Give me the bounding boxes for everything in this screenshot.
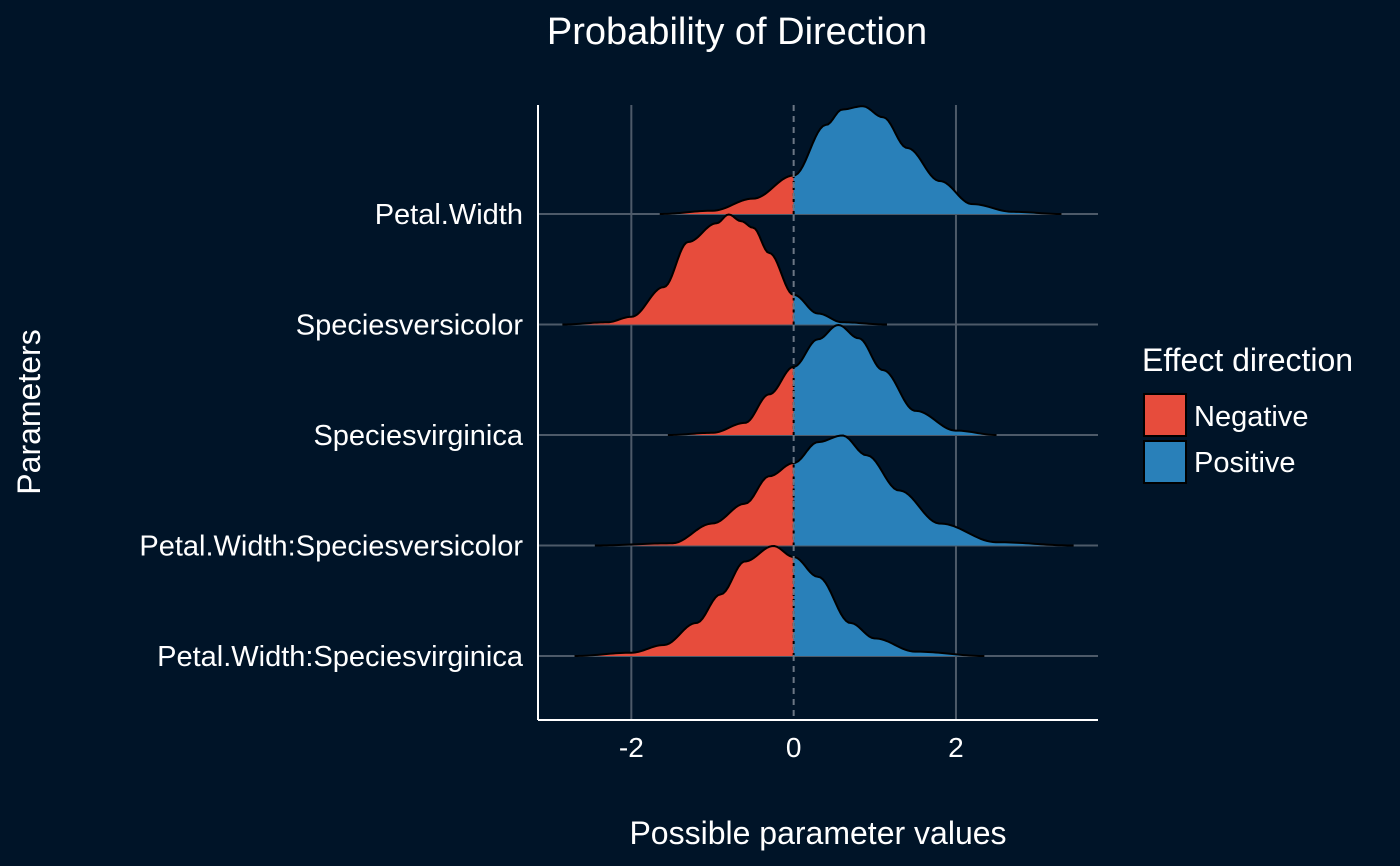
y-tick-label: Petal.Width:Speciesvirginica	[157, 641, 524, 673]
negative-area	[562, 214, 794, 325]
positive-area	[793, 325, 997, 435]
negative-area	[574, 546, 794, 656]
positive-area	[793, 435, 1074, 546]
legend-title: Effect direction	[1142, 342, 1353, 378]
y-tick-label: Petal.Width:Speciesversicolor	[139, 531, 523, 563]
x-tick-labels: -2 0 2	[619, 732, 964, 763]
legend: Effect direction Negative Positive	[1142, 342, 1353, 484]
legend-label-negative: Negative	[1194, 401, 1308, 433]
legend-key-positive	[1143, 440, 1187, 484]
density-outline	[562, 213, 887, 326]
positive-area	[793, 557, 985, 656]
density-outline	[659, 105, 1062, 215]
x-tick-label: -2	[619, 732, 644, 763]
y-tick-label: Petal.Width	[375, 199, 523, 231]
chart-title: Probability of Direction	[547, 11, 927, 53]
y-axis-title: Parameters	[11, 329, 47, 494]
negative-area	[594, 463, 794, 546]
negative-area	[659, 175, 794, 214]
x-tick-label: 2	[948, 732, 964, 763]
y-tick-label: Speciesvirginica	[313, 420, 523, 452]
density-outline	[667, 323, 997, 436]
y-tick-labels: Petal.Width Speciesversicolor Speciesvirgi…	[139, 199, 523, 673]
x-tick-label: 0	[786, 732, 802, 763]
y-tick-label: Speciesversicolor	[296, 310, 524, 342]
x-axis-title: Possible parameter values	[629, 815, 1006, 851]
legend-label-positive: Positive	[1194, 447, 1296, 479]
positive-area	[793, 106, 1062, 214]
density-ridges	[562, 105, 1074, 657]
density-outline	[574, 545, 985, 657]
negative-area	[667, 366, 794, 435]
positive-area	[793, 294, 887, 325]
legend-key-negative	[1143, 393, 1187, 437]
density-outline	[594, 434, 1074, 547]
